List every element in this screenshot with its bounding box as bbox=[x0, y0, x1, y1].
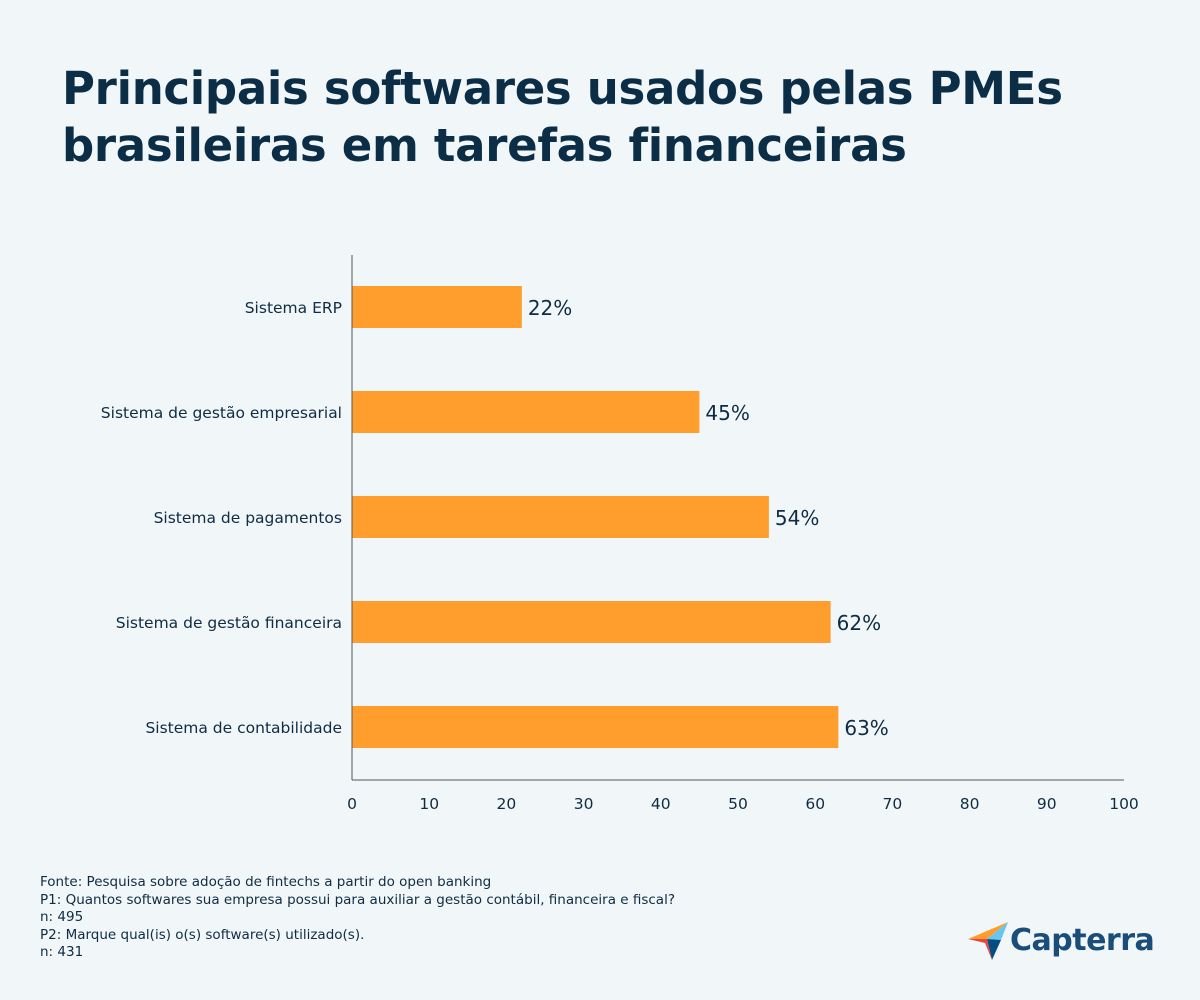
capterra-logo-text: Capterra bbox=[1010, 922, 1155, 958]
source-note-line: Fonte: Pesquisa sobre adoção de fintechs… bbox=[40, 874, 492, 890]
bar bbox=[352, 391, 700, 433]
x-tick-label: 90 bbox=[1037, 795, 1057, 813]
x-tick-label: 70 bbox=[883, 795, 903, 813]
chart-title: Principais softwares usados pelas PMEs b… bbox=[62, 60, 1142, 174]
chart-title-line-2: brasileiras em tarefas financeiras bbox=[62, 119, 907, 172]
bar-chart: Sistema ERP 22% Sistema de gestão empresar… bbox=[101, 255, 1139, 813]
data-label: 62% bbox=[837, 611, 881, 635]
x-tick-label: 80 bbox=[960, 795, 980, 813]
capterra-logo: Capterra bbox=[968, 920, 1155, 960]
category-label: Sistema ERP bbox=[245, 299, 342, 317]
bar bbox=[352, 286, 522, 328]
bar bbox=[352, 706, 839, 748]
bar bbox=[352, 601, 831, 643]
x-tick-label: 20 bbox=[497, 795, 517, 813]
bar bbox=[352, 496, 769, 538]
data-label: 45% bbox=[705, 401, 749, 425]
x-tick-label: 10 bbox=[419, 795, 439, 813]
category-label: Sistema de pagamentos bbox=[154, 509, 342, 527]
category-label: Sistema de gestão financeira bbox=[116, 614, 342, 632]
capterra-logo-icon bbox=[968, 922, 1008, 960]
data-label: 22% bbox=[528, 296, 572, 320]
x-tick-label: 0 bbox=[347, 795, 357, 813]
x-tick-label: 40 bbox=[651, 795, 671, 813]
x-tick-label: 30 bbox=[574, 795, 594, 813]
category-label: Sistema de contabilidade bbox=[145, 719, 342, 737]
source-note-line: n: 431 bbox=[40, 944, 84, 960]
data-label: 63% bbox=[844, 716, 888, 740]
source-note-line: P1: Quantos softwares sua empresa possui… bbox=[40, 891, 676, 908]
chart-title-line-1: Principais softwares usados pelas PMEs bbox=[62, 62, 1063, 115]
data-label: 54% bbox=[775, 506, 819, 530]
x-tick-label: 100 bbox=[1109, 795, 1139, 813]
category-label: Sistema de gestão empresarial bbox=[101, 404, 342, 422]
x-tick-label: 60 bbox=[805, 795, 825, 813]
source-note-line: n: 495 bbox=[40, 909, 84, 925]
x-tick-label: 50 bbox=[728, 795, 748, 813]
source-note-line: P2: Marque qual(is) o(s) software(s) uti… bbox=[40, 926, 365, 943]
source-notes: Fonte: Pesquisa sobre adoção de fintechs… bbox=[40, 874, 675, 962]
